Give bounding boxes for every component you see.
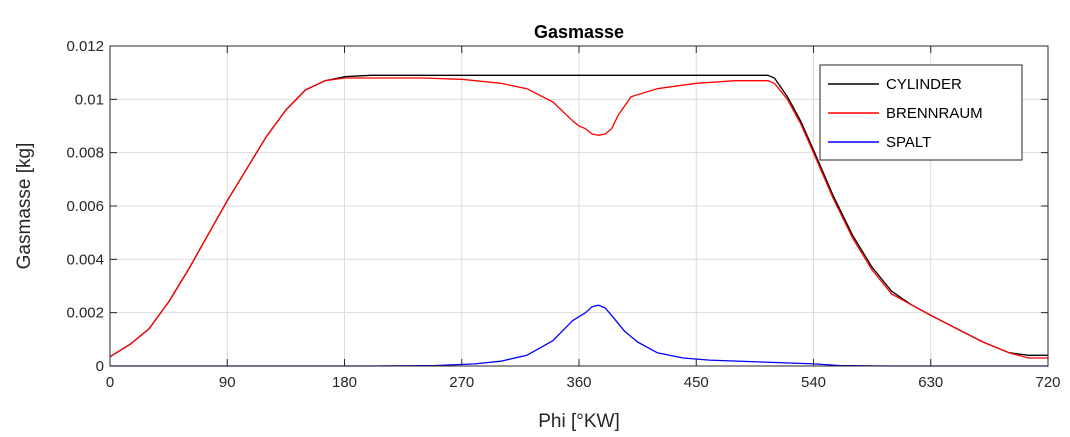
series-line-spalt: [110, 304, 1048, 367]
chart-title: Gasmasse: [534, 22, 624, 42]
x-tick-label: 0: [106, 374, 114, 391]
legend-label-brennraum: BRENNRAUM: [886, 105, 983, 122]
y-tick-label: 0.002: [66, 305, 104, 322]
y-tick-label: 0.012: [66, 38, 104, 55]
x-tick-label: 180: [332, 374, 357, 391]
axis-ticks: [109, 45, 1049, 367]
series-line-brennraum: [109, 77, 1048, 359]
y-tick-label: 0.01: [75, 91, 104, 108]
x-tick-label: 360: [566, 374, 591, 391]
legend: CYLINDER BRENNRAUM SPALT: [819, 64, 1023, 161]
y-tick-labels: 0 0.002 0.004 0.006 0.008 0.01 0.012: [66, 38, 104, 375]
x-tick-label: 630: [918, 374, 943, 391]
x-tick-label: 540: [801, 374, 826, 391]
x-tick-label: 90: [219, 374, 236, 391]
x-axis-title: Phi [°KW]: [538, 411, 620, 432]
x-tick-label: 450: [684, 374, 709, 391]
y-tick-label: 0.008: [66, 145, 104, 162]
y-tick-label: 0.004: [66, 251, 104, 268]
y-axis-title: Gasmasse [kg]: [14, 143, 35, 270]
y-tick-label: 0: [96, 358, 104, 375]
x-tick-label: 270: [449, 374, 474, 391]
series-layer: [109, 74, 1048, 367]
legend-label-spalt: SPALT: [886, 134, 931, 151]
legend-label-cylinder: CYLINDER: [886, 76, 962, 93]
y-tick-label: 0.006: [66, 198, 104, 215]
x-tick-labels: 0 90 180 270 360 450 540 630 720: [106, 374, 1061, 391]
x-tick-label: 720: [1035, 374, 1060, 391]
